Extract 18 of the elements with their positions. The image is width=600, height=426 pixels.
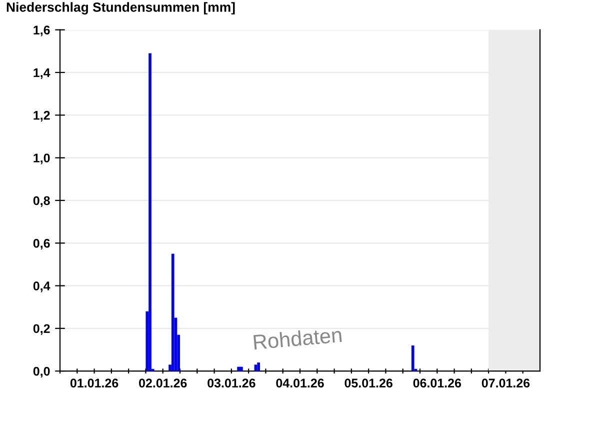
x-tick-label: 07.01.26 xyxy=(482,378,530,388)
y-tick-label: 0,0 xyxy=(33,366,50,378)
y-tick-label: 0,2 xyxy=(33,324,50,335)
x-tick-label: 06.01.26 xyxy=(413,378,462,388)
chart-title: Niederschlag Stundensummen [mm] xyxy=(6,2,235,14)
y-tick-label: 1,4 xyxy=(34,68,50,79)
y-tick-label: 0,6 xyxy=(33,238,50,250)
x-tick-label: 03.01.26 xyxy=(208,378,256,388)
x-tick-label: 05.01.26 xyxy=(344,378,392,388)
y-tick-label: 0,4 xyxy=(33,282,50,292)
annotation: Rohdaten xyxy=(253,326,342,350)
x-tick-label: 01.01.26 xyxy=(70,378,118,388)
x-tick-label: 04.01.26 xyxy=(276,378,324,388)
x-tick-label: 02.01.26 xyxy=(139,378,187,388)
y-tick-label: 1,2 xyxy=(34,110,50,122)
y-tick-label: 1,6 xyxy=(34,26,50,36)
y-tick-label: 0,8 xyxy=(33,196,50,207)
y-tick-label: 1,0 xyxy=(34,154,50,164)
